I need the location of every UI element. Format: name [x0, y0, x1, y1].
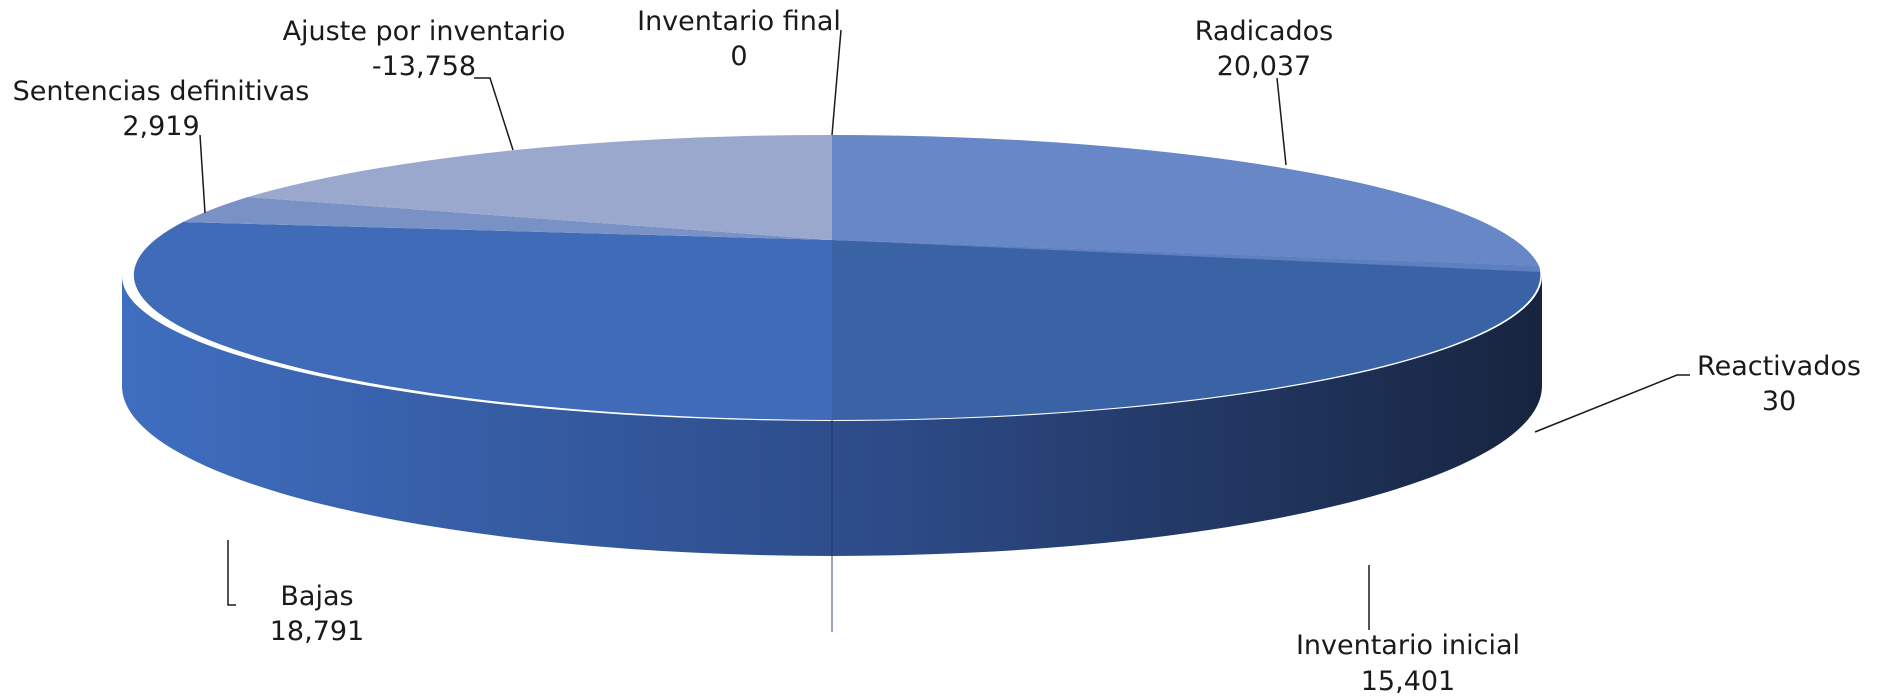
slice-reactivados: [832, 240, 1540, 272]
leader-line-reactivados: [1534, 374, 1690, 433]
pie-side-wall: [122, 276, 1542, 556]
slice-bajas: [133, 222, 832, 420]
label-radicados-value: 20,037: [1217, 51, 1311, 82]
leader-line-radicados: [1276, 77, 1287, 166]
label-inventario-inicial-value: 15,401: [1361, 666, 1455, 696]
label-ajuste-por-inventario-name: Ajuste por inventario: [283, 16, 566, 47]
slice-radicados: [832, 134, 1539, 266]
slice-sentencias-definitivas: [183, 197, 832, 240]
leader-line-sentencias-definitivas: [199, 134, 206, 214]
label-inventario-final-value: 0: [730, 41, 747, 72]
leader-line-ajuste-por-inventario: [474, 77, 514, 151]
slice-ajuste-por-inventario: [248, 134, 832, 240]
pie-top: [133, 134, 1541, 420]
label-sentencias-definitivas-value: 2,919: [122, 111, 199, 142]
label-radicados-name: Radicados: [1195, 16, 1333, 47]
leader-line-bajas: [227, 540, 236, 606]
label-bajas-name: Bajas: [280, 581, 353, 612]
slice-inventario-inicial: [832, 240, 1541, 420]
label-inventario-final-name: Inventario final: [637, 6, 841, 37]
label-reactivados-name: Reactivados: [1697, 351, 1861, 382]
label-bajas-value: 18,791: [270, 616, 364, 647]
label-ajuste-por-inventario-value: -13,758: [372, 51, 476, 82]
label-sentencias-definitivas-name: Sentencias definitivas: [13, 76, 310, 107]
leader-line-inventario-final: [831, 29, 842, 136]
label-inventario-inicial-name: Inventario inicial: [1296, 630, 1520, 661]
label-reactivados-value: 30: [1762, 386, 1796, 417]
